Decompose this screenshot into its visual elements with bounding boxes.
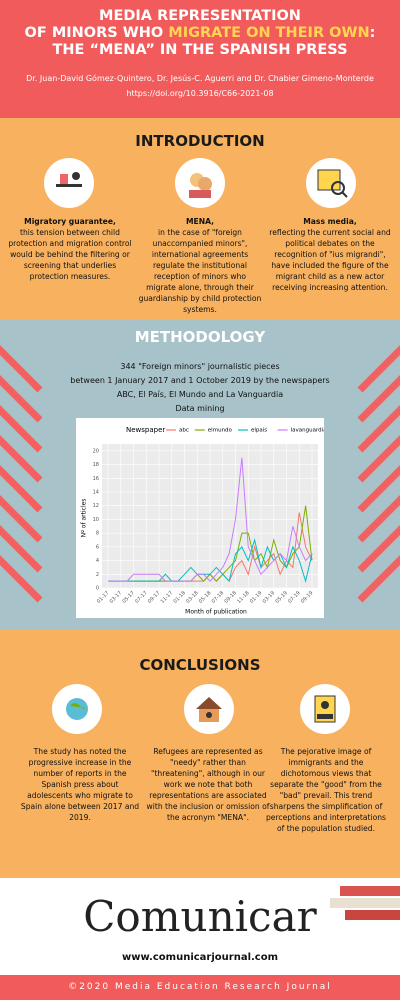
icon <box>52 684 102 734</box>
method-text: 344 "Foreign minors" journalistic pieces… <box>0 360 400 416</box>
icon-graphic <box>56 172 82 187</box>
legend-label: abc <box>179 428 189 434</box>
intro-item: MENA, in the case of "foreign unaccompani… <box>138 216 262 315</box>
y-tick-label: 20 <box>93 448 99 454</box>
method-line: between 1 January 2017 and 1 October 201… <box>70 376 330 385</box>
x-tick-label: 01-17 <box>96 590 111 605</box>
x-tick-label: 07-19 <box>287 590 302 605</box>
x-tick-label: 05-17 <box>121 590 136 605</box>
footer: ©2020 Media Education Research Journal <box>0 975 400 1000</box>
section-title: METHODOLOGY <box>134 328 266 346</box>
method-line: Data mining <box>175 404 225 413</box>
x-axis-label: Month of publication <box>185 609 247 616</box>
title-line: THE “MENA” IN THE SPANISH PRESS <box>52 42 348 58</box>
conclusions: CONCLUSIONS The study has noted the prog… <box>0 630 400 878</box>
y-tick-label: 2 <box>96 572 99 578</box>
x-tick-label: 09-19 <box>300 590 315 605</box>
stripes <box>0 345 400 603</box>
y-tick-label: 0 <box>96 586 99 592</box>
item-heading: Migratory guarantee, <box>24 217 116 226</box>
icon <box>306 158 356 208</box>
website: www.comunicarjournal.com <box>121 952 279 963</box>
series-line <box>108 457 313 582</box>
icon-graphic <box>66 698 88 720</box>
icon <box>44 158 94 208</box>
logo-text: Comunicar <box>83 892 317 941</box>
x-tick-label: 09-17 <box>147 590 162 605</box>
x-tick-label: 09-18 <box>223 590 238 605</box>
y-tick-label: 14 <box>93 490 99 496</box>
icon <box>300 684 350 734</box>
legend-label: lavanguardia <box>291 428 324 434</box>
header: MEDIA REPRESENTATION OF MINORS WHO MIGRA… <box>0 0 400 118</box>
x-tick-label: 03-19 <box>262 590 277 605</box>
title-line: MEDIA REPRESENTATION <box>99 8 301 24</box>
y-tick-label: 6 <box>96 544 99 550</box>
y-tick-label: 4 <box>96 558 99 564</box>
item-text: this tension between child protection an… <box>8 228 132 281</box>
method-line: 344 "Foreign minors" journalistic pieces <box>120 362 280 371</box>
icon-graphic <box>196 697 222 722</box>
section-title: INTRODUCTION <box>135 132 265 150</box>
title-line: : <box>369 25 376 41</box>
title: MEDIA REPRESENTATION OF MINORS WHO MIGRA… <box>0 8 400 59</box>
x-tick-label: 01-19 <box>249 590 264 605</box>
y-tick-label: 16 <box>93 476 99 482</box>
y-tick-label: 12 <box>93 503 99 509</box>
item-text: reflecting the current social and politi… <box>269 228 391 292</box>
icon-graphic <box>317 169 348 198</box>
intro-item: Migratory guarantee, this tension between… <box>8 216 132 282</box>
x-tick-label: 01-18 <box>172 590 187 605</box>
conclusion-item: The study has noted the progressive incr… <box>20 747 140 822</box>
icon <box>175 158 225 208</box>
title-highlight: MIGRATE ON THEIR OWN <box>168 25 370 41</box>
methodology: METHODOLOGY 344 "Foreign minors" journal… <box>0 320 400 630</box>
y-tick-label: 10 <box>93 517 99 523</box>
item-text: in the case of "foreign unaccompanied mi… <box>138 228 262 314</box>
y-axis-label: Nº of articles <box>81 499 88 538</box>
icon-graphic <box>314 695 336 723</box>
title-line: OF MINORS WHO <box>24 25 169 41</box>
books-graphic <box>330 886 400 920</box>
y-tick-label: 18 <box>93 462 99 468</box>
legend-title: Newspaper <box>126 426 165 434</box>
conclusion-item: The pejorative image of immigrants and t… <box>265 747 386 833</box>
x-tick-label: 11-17 <box>160 590 175 605</box>
x-tick-label: 03-17 <box>109 590 124 605</box>
x-tick-label: 05-19 <box>274 590 289 605</box>
authors: Dr. Juan-David Gómez-Quintero, Dr. Jesús… <box>26 74 374 83</box>
section-title: CONCLUSIONS <box>139 656 261 674</box>
doi: https://doi.org/10.3916/C66-2021-08 <box>126 89 274 98</box>
x-tick-label: 07-17 <box>134 590 149 605</box>
item-heading: Mass media, <box>303 217 357 226</box>
conclusion-item: Refugees are represented as "needy" rath… <box>146 747 270 822</box>
x-tick-label: 03-18 <box>185 590 200 605</box>
x-tick-label: 07-18 <box>211 590 226 605</box>
intro-item: Mass media, reflecting the current social… <box>268 216 392 293</box>
icon-graphic <box>189 173 212 198</box>
legend-label: elpais <box>251 428 267 434</box>
method-line: ABC, El País, El Mundo and La Vanguardia <box>116 390 284 399</box>
chart: Newspaper Month of publication Nº of art… <box>76 418 324 618</box>
icon <box>184 684 234 734</box>
x-tick-label: 05-18 <box>198 590 213 605</box>
logo-area: Comunicar www.comunicarjournal.com <box>0 878 400 975</box>
item-heading: MENA, <box>185 217 214 226</box>
introduction: INTRODUCTION Migratory guarantee, this te… <box>0 118 400 320</box>
x-tick-label: 11-18 <box>236 590 251 605</box>
y-tick-label: 8 <box>96 531 99 537</box>
legend-label: elmundo <box>208 428 233 434</box>
